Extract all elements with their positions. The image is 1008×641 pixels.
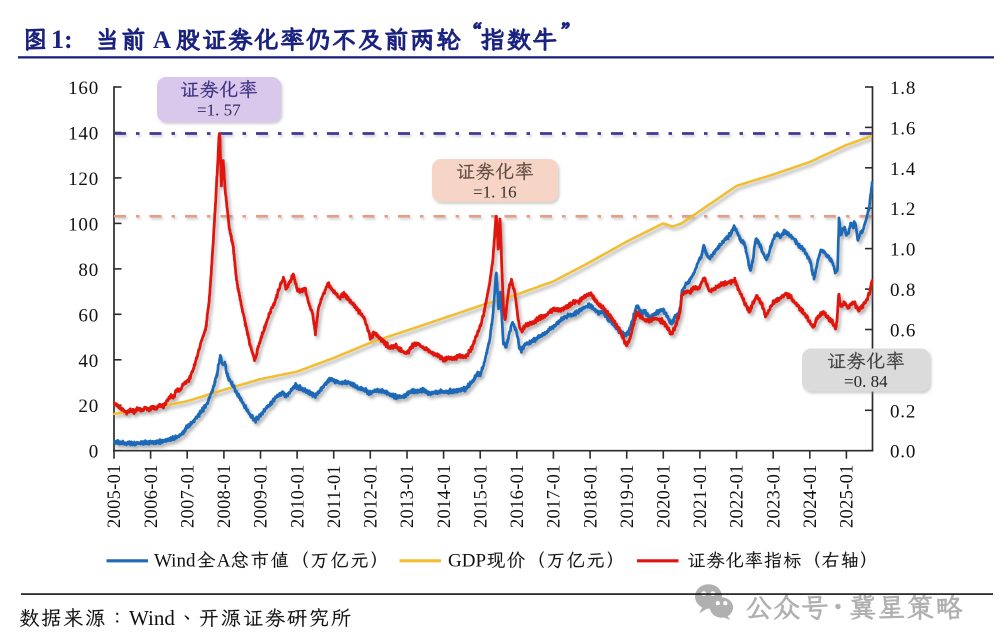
svg-text:80: 80: [78, 260, 99, 281]
svg-text:2017-01: 2017-01: [545, 464, 565, 528]
svg-text:2018-01: 2018-01: [581, 464, 601, 528]
svg-text:100: 100: [68, 214, 99, 235]
svg-text:2021-01: 2021-01: [691, 464, 711, 528]
svg-text:1.2: 1.2: [890, 199, 916, 220]
svg-text:2010-01: 2010-01: [288, 464, 308, 528]
svg-text:0.6: 0.6: [890, 321, 916, 342]
svg-text:2022-01: 2022-01: [728, 464, 748, 528]
svg-text:2009-01: 2009-01: [252, 464, 272, 528]
svg-text:20: 20: [78, 396, 99, 417]
svg-text:1:: 1:: [51, 25, 73, 54]
svg-text:0: 0: [89, 442, 99, 463]
svg-text:60: 60: [78, 305, 99, 326]
svg-text:2020-01: 2020-01: [655, 464, 675, 528]
svg-text:Wind: Wind: [129, 606, 175, 630]
svg-text:2005-01: 2005-01: [105, 464, 125, 528]
svg-text:2025-01: 2025-01: [838, 464, 858, 528]
svg-text:0.2: 0.2: [890, 401, 916, 422]
svg-text:2007-01: 2007-01: [178, 464, 198, 528]
svg-text:A: A: [153, 27, 171, 54]
svg-text:2011-01: 2011-01: [325, 465, 345, 528]
svg-text:2014-01: 2014-01: [435, 464, 455, 528]
svg-text:GDP: GDP: [448, 551, 486, 572]
svg-text:2013-01: 2013-01: [398, 464, 418, 528]
svg-text:1.0: 1.0: [890, 240, 916, 261]
svg-text:=0. 84: =0. 84: [844, 372, 888, 391]
svg-text:2006-01: 2006-01: [142, 464, 162, 528]
svg-text:2012-01: 2012-01: [362, 464, 382, 528]
svg-text:2008-01: 2008-01: [215, 464, 235, 528]
svg-text:Wind: Wind: [154, 551, 196, 572]
svg-text:=1. 16: =1. 16: [473, 183, 517, 202]
svg-text:=1. 57: =1. 57: [197, 101, 241, 120]
svg-text:2019-01: 2019-01: [618, 464, 638, 528]
svg-text:120: 120: [68, 169, 99, 190]
svg-text:1.6: 1.6: [890, 118, 916, 139]
svg-text:160: 160: [68, 78, 99, 99]
svg-text:2016-01: 2016-01: [508, 464, 528, 528]
svg-text:2015-01: 2015-01: [471, 464, 491, 528]
svg-text:0.0: 0.0: [890, 442, 916, 463]
svg-text:0.8: 0.8: [890, 280, 916, 301]
svg-text:2023-01: 2023-01: [764, 464, 784, 528]
svg-text:A: A: [217, 551, 231, 572]
svg-text:2024-01: 2024-01: [801, 464, 821, 528]
svg-text:1.4: 1.4: [890, 159, 916, 180]
svg-text:40: 40: [78, 351, 99, 372]
svg-text:140: 140: [68, 124, 99, 145]
svg-text:1.8: 1.8: [890, 78, 916, 99]
